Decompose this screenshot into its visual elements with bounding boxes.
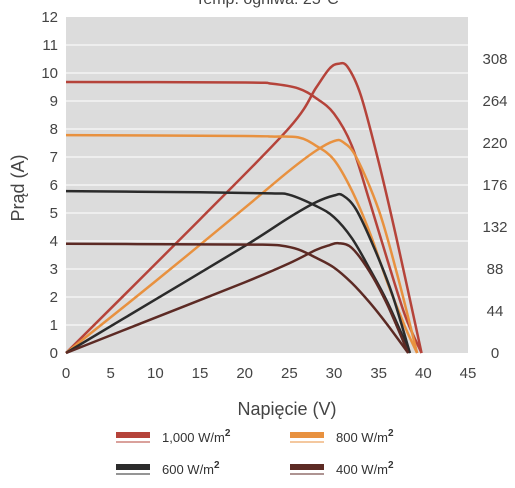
- series-layer: [65, 61, 423, 355]
- legend-label-2: 600 W/m2: [162, 460, 220, 477]
- x-tick-label-9: 45: [460, 365, 477, 382]
- y-tick-label-9: 9: [50, 93, 58, 110]
- gridlines: [66, 44, 468, 326]
- y-tick-label-5: 5: [50, 205, 58, 222]
- x-tick-label-0: 0: [62, 365, 70, 382]
- legend-swatch-1: [290, 432, 324, 438]
- series-2-power-curve: [65, 192, 412, 355]
- legend-item-2: 600 W/m2: [116, 460, 220, 477]
- series-3-iv-curve: [65, 242, 410, 354]
- legend-swatch-2: [116, 464, 150, 470]
- legend-item-1: 800 W/m2: [290, 428, 394, 445]
- x-tick-label-1: 5: [106, 365, 114, 382]
- y-tick-label-12: 12: [41, 9, 58, 26]
- y-tick-label-4: 4: [50, 233, 58, 250]
- x-tick-label-5: 25: [281, 365, 298, 382]
- y-tick-label-1: 1: [50, 317, 58, 334]
- y2-tick-label-1: 44: [487, 303, 504, 320]
- y2-tick-label-7: 308: [482, 51, 507, 68]
- y2-tick-label-5: 220: [482, 135, 507, 152]
- legend-swatch-3: [290, 464, 324, 470]
- series-1-power-curve: [65, 138, 419, 354]
- x-tick-label-4: 20: [236, 365, 253, 382]
- legend: 1,000 W/m2 800 W/m2 600 W/m2 400 W/m2: [116, 428, 394, 477]
- legend-item-0: 1,000 W/m2: [116, 428, 231, 445]
- series-0-power-curve: [65, 61, 423, 354]
- series-3-power-curve: [65, 241, 410, 355]
- x-tick-label-6: 30: [326, 365, 343, 382]
- y-tick-label-3: 3: [50, 261, 58, 278]
- y-tick-label-7: 7: [50, 149, 58, 166]
- x-tick-label-7: 35: [370, 365, 387, 382]
- x-tick-label-8: 40: [415, 365, 432, 382]
- x-axis-title: Napięcie (V): [237, 399, 336, 419]
- legend-label-3: 400 W/m2: [336, 460, 394, 477]
- legend-label-0: 1,000 W/m2: [162, 428, 231, 445]
- y2-tick-label-6: 264: [482, 93, 507, 110]
- legend-swatch-0: [116, 432, 150, 438]
- y-axis-title: Prąd (A): [8, 154, 28, 221]
- y-tick-label-6: 6: [50, 177, 58, 194]
- x-tick-label-3: 15: [192, 365, 209, 382]
- y2-tick-labels: 0 44 88 132 176 220 264 308: [482, 51, 507, 362]
- y2-tick-label-3: 132: [482, 219, 507, 236]
- legend-item-3: 400 W/m2: [290, 460, 394, 477]
- chart-title: Temp. ogniwa: 25°C: [195, 0, 338, 8]
- y-tick-label-11: 11: [42, 37, 58, 54]
- legend-label-1: 800 W/m2: [336, 428, 394, 445]
- y2-tick-label-0: 0: [491, 345, 499, 362]
- x-tick-labels: 0 5 10 15 20 25 30 35 40 45: [62, 365, 477, 382]
- series-0-iv-curve: [65, 80, 423, 354]
- y-tick-label-8: 8: [50, 121, 58, 138]
- x-tick-label-2: 10: [147, 365, 164, 382]
- y2-tick-label-2: 88: [487, 261, 504, 278]
- y-tick-label-0: 0: [50, 345, 58, 362]
- y2-tick-label-4: 176: [482, 177, 507, 194]
- y-tick-label-10: 10: [41, 65, 58, 82]
- y-tick-label-2: 2: [50, 289, 58, 306]
